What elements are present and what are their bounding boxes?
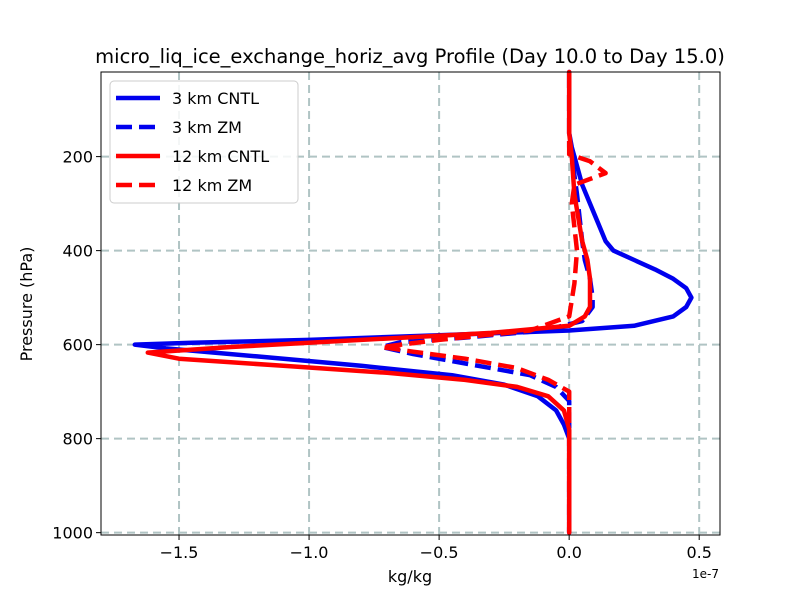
legend-label-12-km-zm: 12 km ZM	[172, 176, 252, 195]
y-axis: 200 400 600 800 1000	[52, 148, 101, 543]
x-tick-label: 0.5	[686, 543, 711, 562]
x-axis-label: kg/kg	[388, 567, 432, 586]
x-tick-label: −1.5	[160, 543, 199, 562]
x-tick-label: 0.0	[556, 543, 581, 562]
series-line-12-km-cntl	[145, 69, 593, 535]
x-tick-label: −1.0	[290, 543, 329, 562]
x-tick-label: −0.5	[420, 543, 459, 562]
legend-label-12-km-cntl: 12 km CNTL	[172, 147, 269, 166]
y-tick-label: 800	[62, 430, 93, 449]
legend-label-3-km-zm: 3 km ZM	[172, 118, 242, 137]
plot-series	[132, 69, 694, 535]
y-tick-label: 600	[62, 336, 93, 355]
y-tick-label: 200	[62, 148, 93, 167]
chart-title: micro_liq_ice_exchange_horiz_avg Profile…	[95, 45, 725, 68]
x-axis-offset-label: 1e-7	[692, 567, 719, 581]
plot-area-frame	[100, 71, 721, 536]
series-line-12-km-zm	[379, 72, 608, 533]
x-axis: −1.5 −1.0 −0.5 0.0 0.5	[160, 535, 712, 562]
legend: 3 km CNTL 3 km ZM 12 km CNTL 12 km ZM	[109, 80, 299, 204]
legend-label-3-km-cntl: 3 km CNTL	[172, 89, 259, 108]
y-tick-label: 1000	[52, 524, 93, 543]
y-axis-label: Pressure (hPa)	[17, 247, 36, 362]
legend-box	[109, 80, 299, 204]
y-tick-label: 400	[62, 242, 93, 261]
series-line-3-km-cntl	[132, 69, 694, 535]
